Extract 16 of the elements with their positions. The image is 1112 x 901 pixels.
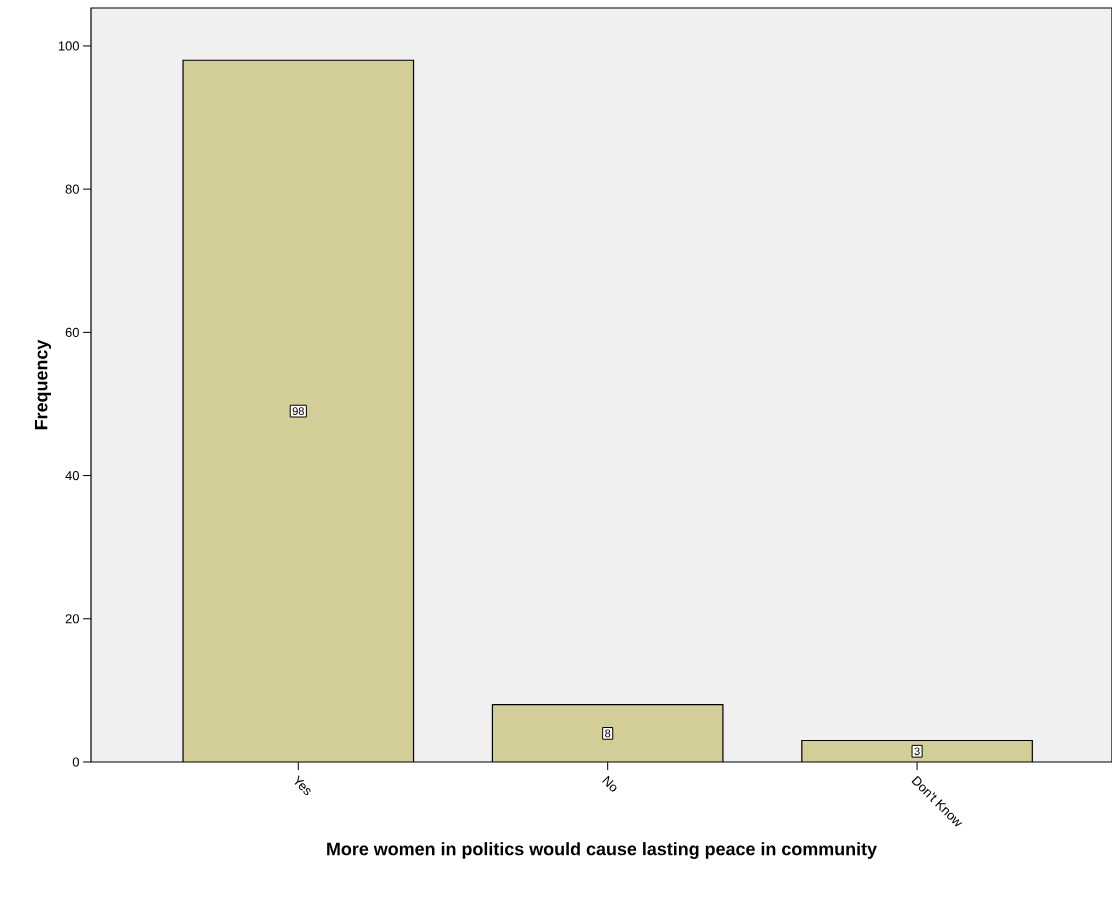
data-label: 3 [914,747,920,756]
x-tick-label: Yes [294,775,311,796]
y-tick-label: 0 [72,757,79,767]
y-axis-title: Frequency [34,339,52,430]
bar [491,704,724,762]
x-axis-title: More women in politics would cause lasting peace in community [327,842,877,859]
y-tick-label: 20 [65,614,79,624]
bar [182,59,415,762]
data-label: 8 [605,729,611,738]
y-tick-label: 80 [65,184,79,194]
y-tick-label: 60 [65,327,79,337]
y-tick-label: 100 [58,41,79,51]
data-label: 98 [292,407,304,416]
y-tick-label: 40 [65,470,79,481]
x-tick-label: No [602,775,617,792]
bar [801,739,1033,762]
